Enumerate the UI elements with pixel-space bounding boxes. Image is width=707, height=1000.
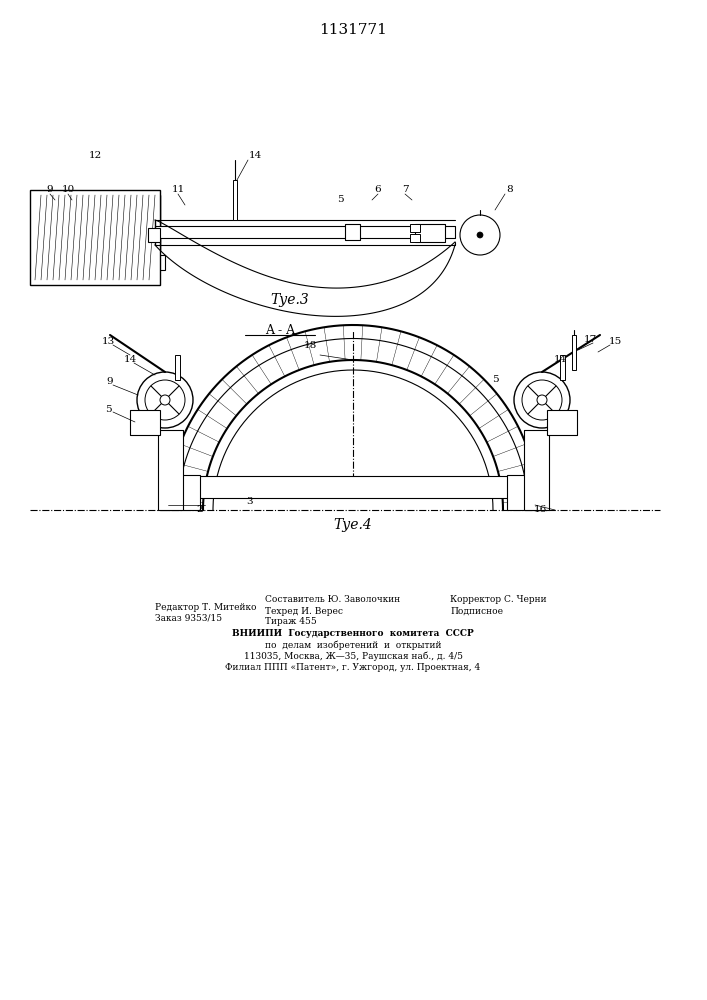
Bar bbox=[410, 224, 420, 232]
Text: 14: 14 bbox=[554, 356, 566, 364]
Bar bbox=[547, 410, 577, 435]
Bar bbox=[130, 410, 160, 435]
Text: 2: 2 bbox=[197, 506, 204, 514]
Bar bbox=[415, 224, 445, 242]
Bar bbox=[60, 255, 165, 270]
Bar bbox=[524, 430, 549, 510]
Text: 3: 3 bbox=[247, 497, 253, 506]
Text: A - A: A - A bbox=[265, 324, 295, 336]
Text: Τуе.3: Τуе.3 bbox=[271, 293, 310, 307]
Text: 17: 17 bbox=[583, 336, 597, 344]
Text: Корректор С. Черни: Корректор С. Черни bbox=[450, 595, 547, 604]
Bar bbox=[148, 228, 160, 242]
Text: 1131771: 1131771 bbox=[319, 23, 387, 37]
Bar bbox=[410, 234, 420, 242]
Text: 13: 13 bbox=[101, 338, 115, 347]
Bar bbox=[175, 355, 180, 380]
Text: Редактор Т. Митейко: Редактор Т. Митейко bbox=[155, 602, 257, 611]
Bar bbox=[507, 475, 547, 510]
Bar bbox=[130, 410, 160, 435]
Text: Составитель Ю. Заволочкин: Составитель Ю. Заволочкин bbox=[265, 595, 400, 604]
Circle shape bbox=[137, 372, 193, 428]
Bar bbox=[345, 224, 360, 240]
Bar bbox=[415, 224, 445, 242]
Bar bbox=[178, 476, 528, 498]
Bar bbox=[155, 226, 455, 238]
Text: 11: 11 bbox=[171, 186, 185, 194]
Circle shape bbox=[145, 380, 185, 420]
Bar bbox=[560, 355, 565, 380]
Bar bbox=[158, 430, 183, 510]
Bar bbox=[178, 476, 528, 498]
Bar bbox=[160, 475, 200, 510]
Text: 14: 14 bbox=[124, 356, 136, 364]
Bar bbox=[572, 335, 576, 370]
Text: 6: 6 bbox=[375, 186, 381, 194]
Text: 9: 9 bbox=[47, 186, 53, 194]
Bar bbox=[233, 180, 237, 220]
Text: 12: 12 bbox=[88, 150, 102, 159]
Text: Заказ 9353/15: Заказ 9353/15 bbox=[155, 613, 222, 622]
Text: Τуе.4: Τуе.4 bbox=[334, 518, 373, 532]
Text: Техред И. Верес: Техред И. Верес bbox=[265, 606, 343, 615]
Bar bbox=[155, 226, 455, 238]
Text: Филиал ППП «Патент», г. Ужгород, ул. Проектная, 4: Филиал ППП «Патент», г. Ужгород, ул. Про… bbox=[226, 662, 481, 672]
Bar bbox=[65, 195, 160, 250]
Circle shape bbox=[460, 215, 500, 255]
Text: 14: 14 bbox=[248, 150, 262, 159]
Text: 113035, Москва, Ж—35, Раушская наб., д. 4/5: 113035, Москва, Ж—35, Раушская наб., д. … bbox=[243, 651, 462, 661]
Bar bbox=[547, 410, 577, 435]
Bar bbox=[65, 195, 160, 250]
Circle shape bbox=[477, 232, 483, 238]
Text: 7: 7 bbox=[402, 186, 409, 194]
Text: 10: 10 bbox=[62, 186, 75, 194]
Bar bbox=[524, 430, 549, 510]
Text: по  делам  изобретений  и  открытий: по делам изобретений и открытий bbox=[264, 640, 441, 650]
Circle shape bbox=[537, 395, 547, 405]
Circle shape bbox=[160, 395, 170, 405]
Bar bbox=[158, 430, 183, 510]
Bar bbox=[30, 190, 160, 285]
Text: Подписное: Подписное bbox=[450, 606, 503, 615]
Bar bbox=[345, 224, 360, 240]
Text: 5: 5 bbox=[105, 406, 111, 414]
Text: 5: 5 bbox=[337, 196, 344, 205]
Text: 15: 15 bbox=[609, 338, 621, 347]
Text: Тираж 455: Тираж 455 bbox=[265, 617, 317, 626]
Text: 18: 18 bbox=[303, 340, 317, 350]
Text: 16: 16 bbox=[533, 506, 547, 514]
Text: 5: 5 bbox=[491, 375, 498, 384]
Circle shape bbox=[514, 372, 570, 428]
Text: ВНИИПИ  Государственного  комитета  СССР: ВНИИПИ Государственного комитета СССР bbox=[232, 630, 474, 639]
Text: 8: 8 bbox=[507, 186, 513, 194]
Text: 9: 9 bbox=[107, 377, 113, 386]
Circle shape bbox=[522, 380, 562, 420]
